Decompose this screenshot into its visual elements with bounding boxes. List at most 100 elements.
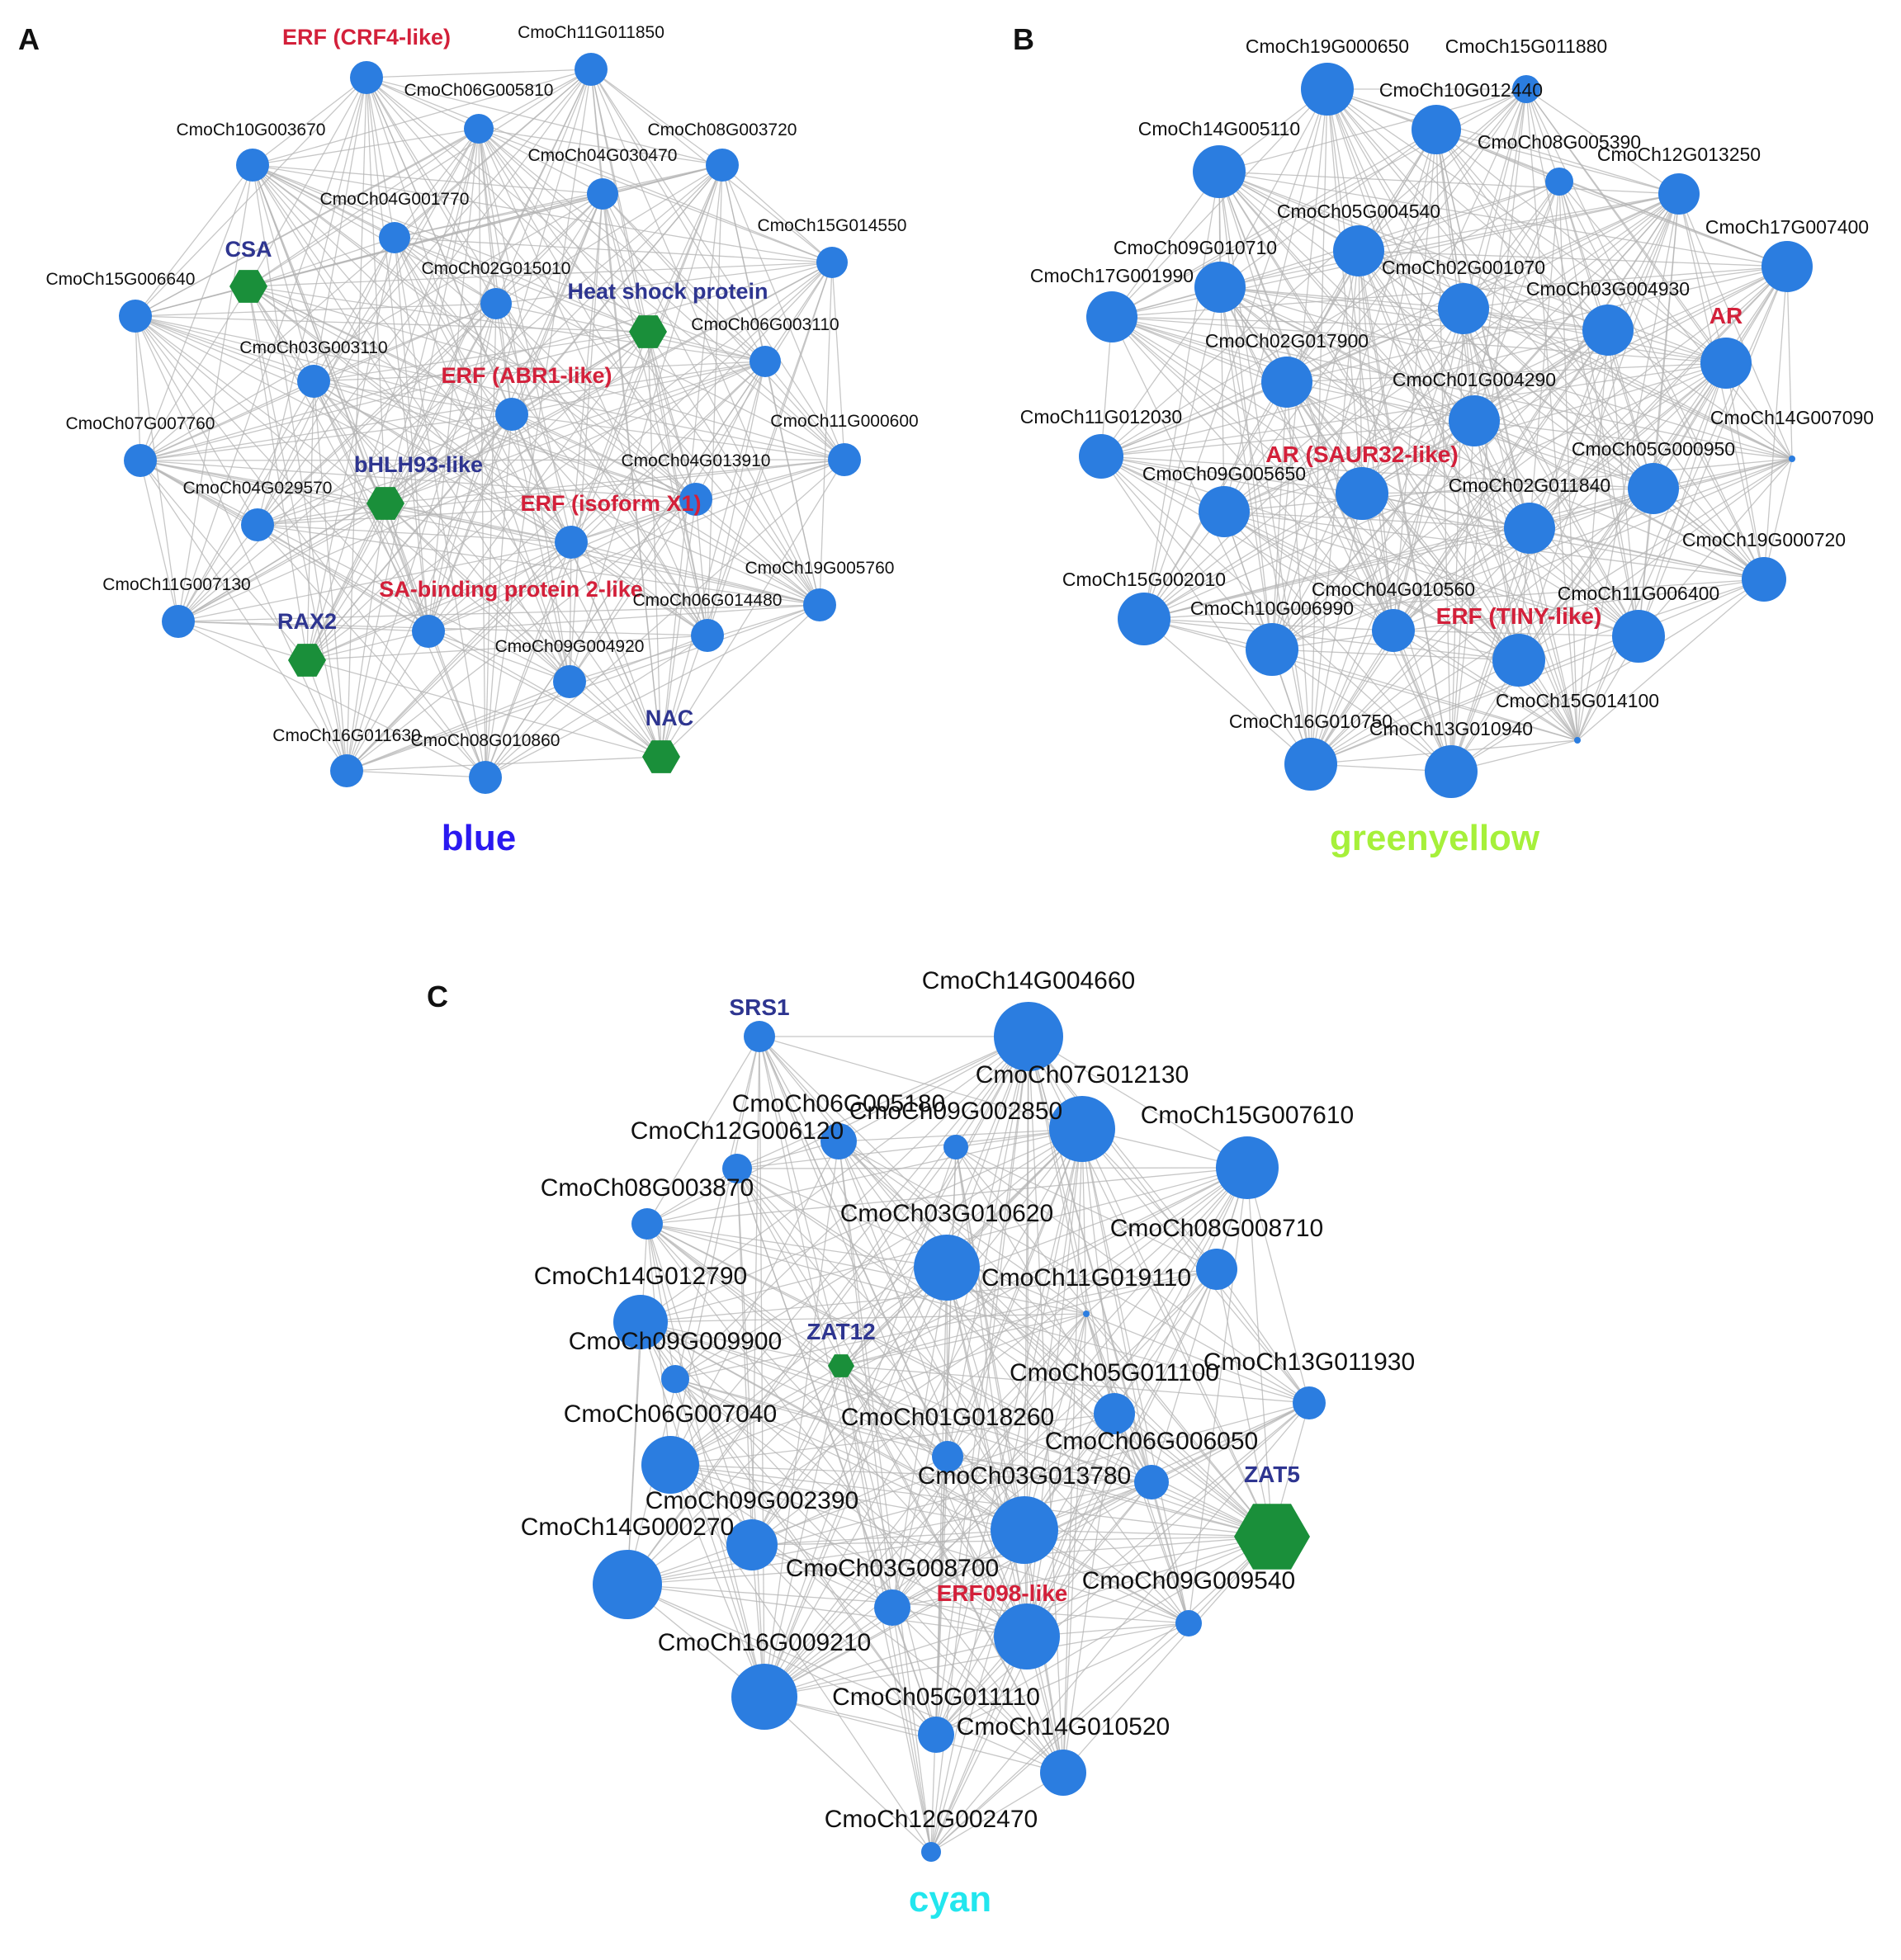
network-node[interactable] bbox=[1094, 1393, 1135, 1434]
network-node[interactable] bbox=[921, 1842, 941, 1862]
network-node[interactable] bbox=[1199, 486, 1250, 537]
network-edge bbox=[1310, 181, 1560, 765]
network-node[interactable] bbox=[1333, 225, 1384, 276]
network-edge bbox=[695, 361, 766, 500]
network-hub-node[interactable] bbox=[828, 1354, 854, 1377]
network-node[interactable] bbox=[236, 149, 269, 182]
network-node[interactable] bbox=[1040, 1750, 1086, 1796]
network-node[interactable] bbox=[1700, 338, 1752, 389]
network-edge bbox=[736, 1128, 1083, 1169]
network-node[interactable] bbox=[1742, 557, 1786, 602]
network-node[interactable] bbox=[124, 444, 157, 477]
network-node[interactable] bbox=[1261, 357, 1312, 408]
network-node[interactable] bbox=[379, 222, 410, 253]
network-edge bbox=[1026, 1402, 1310, 1637]
network-node[interactable] bbox=[1412, 105, 1461, 154]
network-node[interactable] bbox=[1246, 623, 1298, 676]
network-edge bbox=[1435, 129, 1475, 422]
network-node[interactable] bbox=[914, 1235, 980, 1301]
network-node[interactable] bbox=[613, 1295, 668, 1349]
network-node[interactable] bbox=[1372, 609, 1415, 652]
network-node[interactable] bbox=[1194, 262, 1246, 313]
network-node[interactable] bbox=[587, 178, 618, 210]
network-node[interactable] bbox=[1118, 593, 1170, 645]
network-node[interactable] bbox=[1628, 463, 1679, 514]
network-node[interactable] bbox=[1293, 1386, 1326, 1419]
network-node[interactable] bbox=[750, 346, 781, 377]
network-node[interactable] bbox=[495, 398, 528, 431]
network-node[interactable] bbox=[1761, 241, 1813, 292]
network-node[interactable] bbox=[330, 754, 363, 787]
network-node[interactable] bbox=[1079, 434, 1123, 479]
network-node[interactable] bbox=[744, 1021, 775, 1052]
network-node[interactable] bbox=[1284, 738, 1337, 791]
network-hub-node[interactable] bbox=[366, 487, 404, 520]
network-node[interactable] bbox=[706, 149, 739, 182]
network-node[interactable] bbox=[1438, 283, 1489, 334]
network-node[interactable] bbox=[1216, 1136, 1279, 1199]
network-hub-node[interactable] bbox=[1234, 1504, 1310, 1570]
network-node[interactable] bbox=[1134, 1465, 1169, 1500]
network-node[interactable] bbox=[1574, 737, 1581, 744]
network-node[interactable] bbox=[1175, 1610, 1202, 1636]
network-node[interactable] bbox=[631, 1208, 663, 1240]
network-node[interactable] bbox=[1789, 456, 1795, 462]
network-node[interactable] bbox=[575, 53, 608, 86]
network-node[interactable] bbox=[1086, 291, 1137, 342]
network-node[interactable] bbox=[731, 1664, 797, 1730]
network-node[interactable] bbox=[119, 300, 152, 333]
network-node[interactable] bbox=[994, 1002, 1063, 1071]
network-hub-node[interactable] bbox=[629, 315, 667, 348]
network-hub-node[interactable] bbox=[642, 740, 680, 773]
network-edge bbox=[669, 1464, 893, 1608]
network-node[interactable] bbox=[1512, 75, 1540, 103]
network-node[interactable] bbox=[679, 483, 712, 516]
network-node[interactable] bbox=[722, 1154, 752, 1183]
network-node[interactable] bbox=[162, 605, 195, 638]
network-edge bbox=[590, 68, 708, 636]
network-node[interactable] bbox=[297, 365, 330, 398]
network-node[interactable] bbox=[412, 615, 445, 648]
network-hub-node[interactable] bbox=[229, 270, 267, 303]
network-hub-node[interactable] bbox=[288, 644, 326, 677]
network-node[interactable] bbox=[480, 288, 512, 319]
network-node[interactable] bbox=[641, 1436, 699, 1494]
network-node[interactable] bbox=[464, 114, 494, 144]
network-node[interactable] bbox=[1449, 395, 1500, 446]
network-node[interactable] bbox=[943, 1135, 968, 1159]
network-node[interactable] bbox=[1492, 634, 1545, 687]
network-node[interactable] bbox=[994, 1603, 1060, 1670]
network-node[interactable] bbox=[1301, 63, 1354, 116]
network-node[interactable] bbox=[1658, 173, 1700, 215]
network-node[interactable] bbox=[1582, 305, 1634, 356]
network-node[interactable] bbox=[1049, 1096, 1115, 1162]
network-node[interactable] bbox=[1425, 745, 1478, 798]
network-node[interactable] bbox=[1612, 610, 1665, 663]
network-edge bbox=[764, 1622, 1189, 1698]
network-node[interactable] bbox=[816, 247, 848, 278]
network-node[interactable] bbox=[918, 1717, 954, 1753]
network-node[interactable] bbox=[1196, 1249, 1237, 1290]
network-node[interactable] bbox=[991, 1496, 1058, 1564]
network-node[interactable] bbox=[1545, 168, 1573, 196]
network-node[interactable] bbox=[874, 1589, 910, 1626]
network-node[interactable] bbox=[820, 1123, 857, 1159]
network-node[interactable] bbox=[1336, 467, 1388, 520]
network-node[interactable] bbox=[661, 1365, 689, 1393]
network-node[interactable] bbox=[726, 1519, 778, 1570]
gene-id-label: CmoCh08G003870 bbox=[541, 1174, 754, 1202]
network-node[interactable] bbox=[555, 526, 588, 559]
network-node[interactable] bbox=[350, 61, 383, 94]
network-node[interactable] bbox=[803, 588, 836, 621]
network-node[interactable] bbox=[828, 443, 861, 476]
network-node[interactable] bbox=[593, 1550, 662, 1619]
network-node[interactable] bbox=[469, 761, 502, 794]
network-node[interactable] bbox=[1193, 145, 1246, 198]
network-edge bbox=[1271, 362, 1727, 650]
network-node[interactable] bbox=[553, 665, 586, 698]
network-node[interactable] bbox=[691, 619, 724, 652]
network-node[interactable] bbox=[1504, 503, 1555, 554]
network-node[interactable] bbox=[932, 1441, 963, 1472]
network-node[interactable] bbox=[241, 508, 274, 541]
network-node[interactable] bbox=[1083, 1311, 1090, 1317]
